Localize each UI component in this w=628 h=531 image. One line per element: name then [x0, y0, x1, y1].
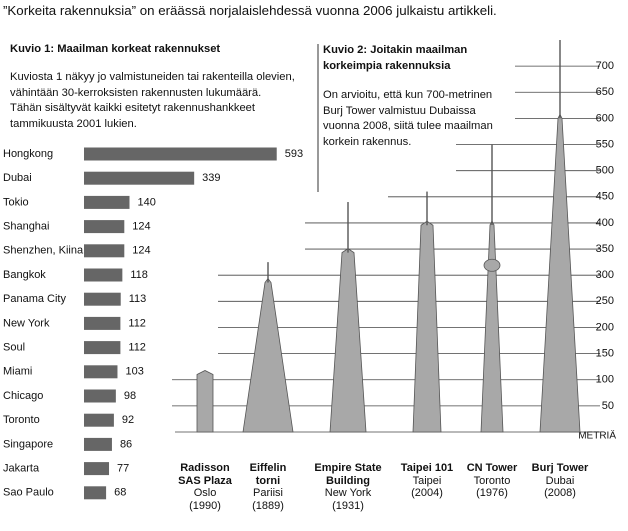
bar	[84, 147, 277, 161]
y-tick-label: 250	[596, 295, 614, 307]
y-tick-label: 650	[596, 86, 614, 98]
value-label: 112	[128, 317, 146, 329]
chart-title: Kuvio 1: Maailman korkeat rakennukset	[10, 43, 221, 55]
y-tick-label: 500	[596, 165, 614, 177]
bar	[84, 244, 125, 258]
building-caption: Taipei 101 Taipei (2004)	[394, 462, 460, 500]
building-name: Empire State Building	[314, 462, 382, 487]
y-tick-label: 200	[596, 321, 614, 333]
value-label: 112	[128, 342, 146, 354]
category-label: Shanghai	[3, 221, 50, 233]
bar	[84, 268, 123, 282]
building-caption: Empire State Building New York (1931)	[305, 462, 391, 512]
bar	[84, 389, 116, 403]
building	[539, 113, 581, 433]
value-label: 113	[129, 293, 147, 305]
value-label: 103	[125, 366, 143, 378]
category-label: Tokio	[3, 196, 29, 208]
bar	[84, 171, 195, 185]
building	[329, 248, 367, 433]
y-tick-label: 550	[596, 138, 614, 150]
value-label: 68	[114, 487, 126, 499]
building-city: Pariisi	[253, 487, 283, 499]
bar	[84, 437, 112, 451]
bar	[84, 341, 121, 355]
category-label: Sao Paulo	[3, 487, 54, 499]
value-label: 124	[132, 245, 150, 257]
bar	[84, 316, 121, 330]
category-label: Dubai	[3, 172, 32, 184]
value-label: 140	[138, 196, 156, 208]
category-label: Singapore	[3, 438, 53, 450]
value-label: 593	[285, 148, 303, 160]
building-city: Toronto	[473, 474, 511, 487]
value-label: 98	[124, 390, 136, 402]
building-name: Burj Tower	[531, 462, 589, 474]
category-label: Panama City	[3, 293, 66, 305]
value-label: 124	[132, 221, 150, 233]
category-label: New York	[3, 317, 50, 329]
building	[480, 220, 504, 433]
category-label: Soul	[3, 342, 25, 354]
y-tick-label: 150	[596, 348, 614, 360]
y-tick-label: 100	[596, 374, 614, 386]
building-year: (2004)	[411, 487, 443, 499]
y-tick-label: 450	[596, 191, 614, 203]
building-name: CN Tower	[466, 462, 518, 474]
building-year: (1990)	[189, 499, 221, 512]
bar	[84, 365, 118, 379]
category-label: Toronto	[3, 414, 40, 426]
chart-title: Kuvio 2: Joitakin maailman korkeimpia ra…	[323, 44, 468, 72]
building-city: Oslo	[193, 487, 217, 499]
bar	[84, 195, 130, 209]
building-caption: CN Tower Toronto (1976)	[459, 462, 525, 500]
category-label: Bangkok	[3, 269, 46, 281]
building-year: (1931)	[332, 499, 364, 512]
building-city: Taipei	[412, 474, 442, 487]
value-label: 118	[130, 269, 148, 281]
y-tick-label: 350	[596, 243, 614, 255]
building-year: (1889)	[252, 499, 284, 512]
building-caption: Radisson SAS Plaza Oslo (1990)	[170, 462, 240, 512]
building	[242, 277, 294, 433]
y-tick-label: 300	[596, 269, 614, 281]
axis-label: METRIÄ	[578, 430, 616, 442]
chart-subtitle: Kuviosta 1 näkyy jo valmistuneiden tai r…	[10, 71, 295, 130]
value-label: 339	[202, 172, 220, 184]
building	[196, 370, 214, 433]
bar	[84, 413, 114, 427]
building	[412, 220, 442, 433]
bar	[84, 292, 121, 306]
y-tick-label: 50	[602, 400, 614, 412]
category-label: Miami	[3, 366, 32, 378]
page-title: ”Korkeita rakennuksia” on eräässä norjal…	[3, 3, 497, 18]
value-label: 86	[120, 438, 132, 450]
building-city: New York	[324, 487, 372, 499]
y-tick-label: 700	[596, 60, 614, 72]
building-caption: Eiffelin torni Pariisi (1889)	[238, 462, 298, 512]
building-caption: Burj Tower Dubai (2008)	[527, 462, 593, 500]
y-tick-label: 600	[596, 112, 614, 124]
building-year: (1976)	[476, 487, 508, 499]
bar	[84, 220, 125, 234]
building-name: Taipei 101	[400, 462, 454, 474]
chart-subtitle: On arvioitu, että kun 700-metrinen Burj …	[323, 89, 493, 148]
category-label: Chicago	[3, 390, 43, 402]
building-name: Radisson SAS Plaza	[178, 462, 232, 487]
category-label: Hongkong	[3, 148, 53, 160]
building-name: Eiffelin torni	[249, 462, 287, 487]
category-label: Shenzhen, Kiina	[3, 245, 84, 257]
value-label: 77	[117, 463, 129, 475]
category-label: Jakarta	[3, 463, 40, 475]
value-label: 92	[122, 414, 134, 426]
building-city: Dubai	[545, 474, 575, 487]
bar	[84, 462, 110, 476]
building-year: (2008)	[544, 487, 576, 499]
bar	[84, 486, 107, 500]
y-tick-label: 400	[596, 217, 614, 229]
building-pod	[483, 258, 501, 272]
